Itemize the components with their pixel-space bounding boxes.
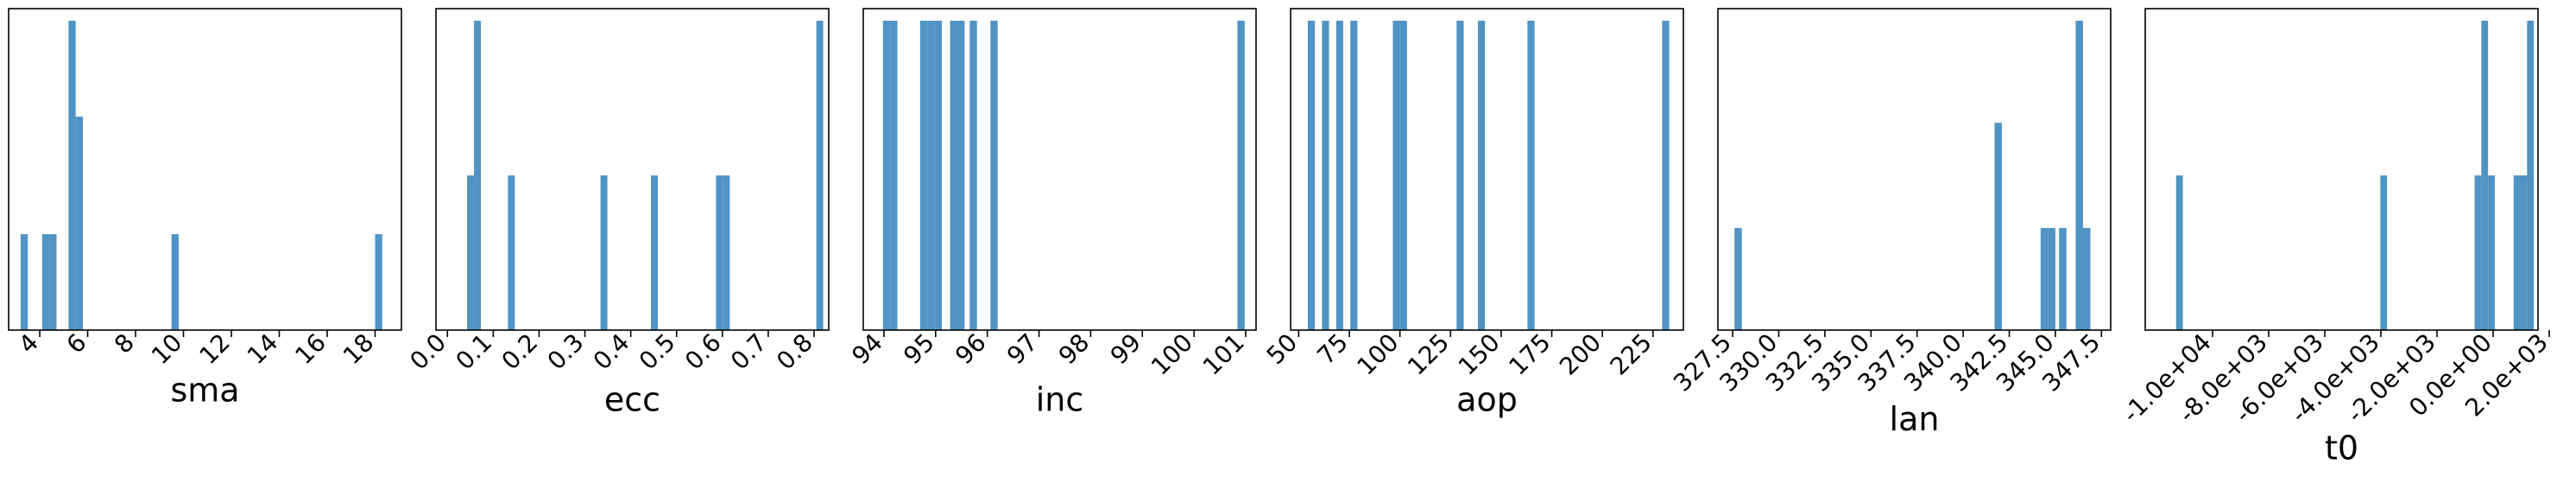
histogram-bar bbox=[20, 234, 28, 330]
histogram-bar bbox=[1527, 21, 1535, 330]
histogram-bar bbox=[171, 234, 179, 330]
histogram-bar bbox=[49, 234, 57, 330]
x-axis-label: ecc bbox=[604, 381, 660, 419]
histogram-bar bbox=[957, 21, 965, 330]
histogram-bar bbox=[882, 21, 891, 330]
histogram-bar bbox=[600, 175, 608, 330]
histogram-bar bbox=[2075, 21, 2083, 330]
histogram-bar bbox=[950, 21, 957, 330]
histogram-bar bbox=[2175, 175, 2183, 330]
histogram-bar bbox=[1399, 21, 1407, 330]
histogram-bar bbox=[1734, 227, 1742, 330]
plot-frame bbox=[1717, 8, 2112, 331]
plot-frame bbox=[2144, 8, 2539, 331]
histogram-bar bbox=[1662, 21, 1670, 330]
histogram-bar bbox=[2082, 227, 2091, 330]
histogram-bar bbox=[1335, 21, 1343, 330]
histogram-bar bbox=[2481, 21, 2489, 330]
histogram-bar bbox=[467, 175, 475, 330]
histogram-bar bbox=[1322, 21, 1329, 330]
histogram-bar bbox=[2380, 175, 2388, 330]
histogram-bar bbox=[723, 175, 730, 330]
plot-frame bbox=[8, 8, 402, 331]
plot-frame bbox=[1290, 8, 1684, 331]
histogram-bar bbox=[2059, 227, 2067, 330]
histogram-bar bbox=[990, 21, 998, 330]
histogram-bar bbox=[2527, 21, 2535, 330]
plot-frame bbox=[435, 8, 830, 331]
histogram-bar bbox=[2488, 175, 2495, 330]
histogram-bar bbox=[2513, 175, 2521, 330]
histogram-bar bbox=[75, 116, 83, 330]
histogram-bar bbox=[474, 21, 482, 330]
histogram-bar bbox=[716, 175, 723, 330]
histogram-bar bbox=[508, 175, 515, 330]
histogram-bar bbox=[1307, 21, 1316, 330]
histogram-bar bbox=[68, 21, 76, 330]
histogram-bar bbox=[375, 234, 382, 330]
histogram-bar bbox=[1392, 21, 1400, 330]
histogram-bar bbox=[816, 21, 824, 330]
histogram-bar bbox=[41, 234, 50, 330]
histogram-bar bbox=[2048, 227, 2055, 330]
histogram-bar bbox=[919, 21, 928, 330]
histogram-bar bbox=[1477, 21, 1486, 330]
x-axis-label: inc bbox=[1036, 381, 1084, 419]
histogram-bar bbox=[1456, 21, 1464, 330]
histogram-bar bbox=[1994, 123, 2002, 330]
x-axis-label: t0 bbox=[2325, 429, 2358, 467]
histogram-bar bbox=[2040, 227, 2049, 330]
histogram-bar bbox=[969, 21, 977, 330]
x-axis-label: aop bbox=[1456, 381, 1518, 419]
plot-frame bbox=[862, 8, 1257, 331]
histogram-bar bbox=[651, 175, 658, 330]
x-axis-label: lan bbox=[1890, 400, 1940, 438]
histogram-bar bbox=[890, 21, 898, 330]
histogram-bar bbox=[2520, 175, 2528, 330]
histogram-bar bbox=[1237, 21, 1245, 330]
histogram-bar bbox=[927, 21, 935, 330]
histogram-bar bbox=[934, 21, 942, 330]
histogram-bar bbox=[1350, 21, 1358, 330]
histogram-bar bbox=[2474, 175, 2482, 330]
x-axis-label: sma bbox=[170, 371, 239, 409]
